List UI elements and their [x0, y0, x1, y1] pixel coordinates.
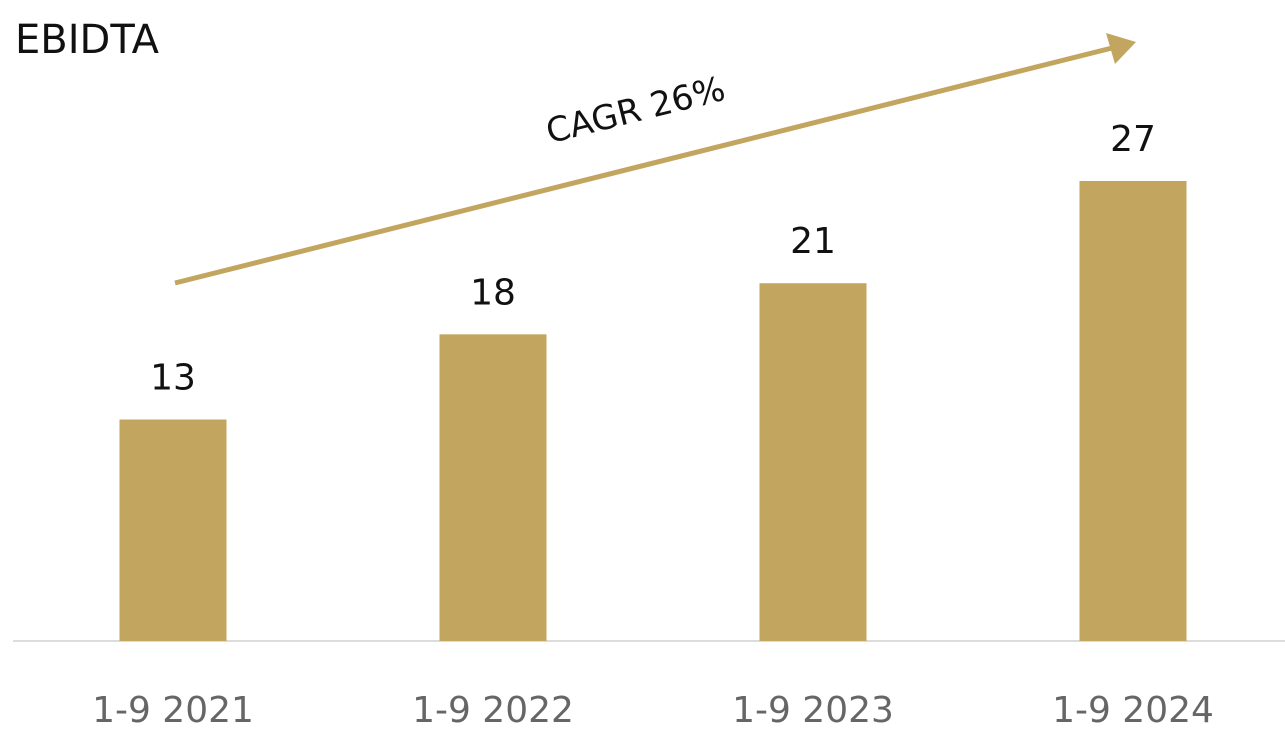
- annotation: CAGR 26%: [542, 69, 729, 152]
- x-tick-label: 1-9 2022: [412, 690, 574, 731]
- bar: [439, 334, 547, 641]
- value-label: 18: [470, 272, 516, 313]
- value-label: 21: [790, 221, 836, 262]
- value-label: 13: [150, 358, 196, 399]
- bar: [1079, 181, 1187, 641]
- value-label: 27: [1110, 119, 1156, 160]
- x-tick-label: 1-9 2024: [1052, 690, 1214, 731]
- trend-arrow: [174, 45, 1113, 286]
- chart-title: EBIDTA: [15, 17, 160, 63]
- x-tick-label: 1-9 2023: [732, 690, 894, 731]
- bar: [759, 283, 867, 641]
- bar: [119, 419, 227, 641]
- arrow-head: [1106, 33, 1136, 64]
- x-tick-label: 1-9 2021: [92, 690, 254, 731]
